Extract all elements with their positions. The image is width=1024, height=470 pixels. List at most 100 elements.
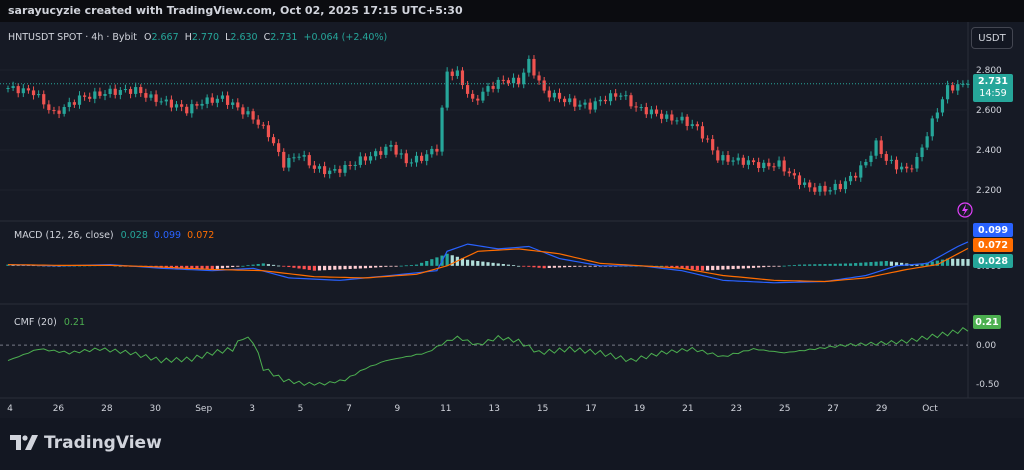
macd-histogram-bar <box>430 259 434 266</box>
candle-body <box>578 104 582 107</box>
change-value: +0.064 (+2.40%) <box>303 32 388 43</box>
candle-body <box>945 85 950 100</box>
candle-body <box>246 111 250 115</box>
macd-histogram-bar <box>471 260 475 266</box>
candle-body <box>792 173 796 176</box>
chart-area[interactable] <box>0 22 1024 418</box>
branding[interactable]: TradingView <box>10 433 162 453</box>
cmf-legend-value: 0.21 <box>63 317 86 328</box>
candle-body <box>159 101 163 103</box>
macd-histogram-bar <box>721 265 725 270</box>
macd-histogram-bar <box>312 265 316 271</box>
candle-body <box>358 156 362 165</box>
candle-body <box>26 88 31 91</box>
candle-body <box>37 94 41 96</box>
candle-body <box>685 116 689 126</box>
candle-body <box>506 80 511 84</box>
candle-body <box>297 156 301 158</box>
candle-body <box>77 95 82 105</box>
macd-histogram-bar <box>695 265 699 271</box>
macd-histogram-bar <box>593 265 597 267</box>
macd-histogram-bar <box>190 265 194 269</box>
candle-body <box>128 89 133 94</box>
time-tick-label: 23 <box>731 404 742 414</box>
cmf-label[interactable]: CMF (20) <box>14 317 57 328</box>
macd-histogram-bar <box>552 265 556 268</box>
candle-body <box>900 166 904 170</box>
close-value: 2.731 <box>270 32 298 43</box>
macd-histogram-bar <box>353 265 357 269</box>
price-tick-label: 2.600 <box>976 106 1002 116</box>
candle-body <box>57 110 61 114</box>
symbol-name[interactable]: HNTUSDT SPOT · 4h · Bybit <box>8 32 137 43</box>
candle-body <box>711 139 715 151</box>
candle-body <box>700 126 705 139</box>
candle-body <box>869 155 873 162</box>
candle-body <box>435 148 439 152</box>
macd-histogram-bar <box>266 264 271 266</box>
attribution-text: sarayucyzie created with TradingView.com… <box>8 4 463 17</box>
macd-histogram-bar <box>787 265 791 267</box>
candle-body <box>736 157 740 161</box>
time-tick-label: 25 <box>779 404 790 414</box>
macd-histogram-bar <box>777 265 781 267</box>
macd-histogram-bar <box>236 265 240 267</box>
candle-body <box>527 58 531 73</box>
currency-button[interactable]: USDT <box>971 27 1013 49</box>
candle-body <box>542 80 546 91</box>
macd-histogram-bar <box>506 264 511 266</box>
macd-histogram-bar <box>404 265 408 267</box>
close-label: C <box>263 32 271 43</box>
candle-body <box>848 175 853 182</box>
time-tick-label: 7 <box>346 404 352 414</box>
candle-body <box>726 155 730 162</box>
candle-body <box>818 185 822 192</box>
price-tick-label: 2.800 <box>976 66 1002 76</box>
macd-label[interactable]: MACD (12, 26, close) <box>14 230 114 241</box>
macd-histogram-bar <box>731 265 735 270</box>
candle-body <box>537 75 541 81</box>
candle-body <box>471 93 475 99</box>
time-tick-label: 30 <box>150 404 162 414</box>
candle-body <box>333 169 337 171</box>
macd-histogram-bar <box>818 264 822 266</box>
macd-histogram-bar <box>808 264 812 266</box>
candle-body <box>292 157 296 159</box>
macd-histogram-bar <box>685 265 689 269</box>
candle-body <box>772 166 776 168</box>
candle-body <box>190 104 194 114</box>
macd-histogram-bar <box>399 265 403 267</box>
high-value: 2.770 <box>191 32 220 43</box>
macd-histogram-bar <box>557 265 562 268</box>
macd-histogram-bar <box>328 265 332 270</box>
candle-body <box>905 166 909 169</box>
macd-histogram-bar <box>716 265 720 270</box>
candle-body <box>833 183 837 191</box>
macd-histogram-bar <box>261 263 265 266</box>
candle-body <box>62 107 66 114</box>
candle-body <box>593 101 597 110</box>
time-tick-label: 15 <box>537 404 548 414</box>
candle-body <box>450 71 454 76</box>
alert-lightning-icon[interactable] <box>957 202 973 218</box>
candle-body <box>930 118 934 137</box>
macd-histogram-bar <box>384 265 388 267</box>
time-tick-label: 19 <box>634 404 646 414</box>
macd-histogram-bar <box>547 265 551 269</box>
candle-body <box>966 83 970 85</box>
candle-body <box>614 93 618 97</box>
macd-histogram-bar <box>900 262 904 266</box>
candle-body <box>287 157 291 168</box>
candle-body <box>348 164 352 166</box>
macd-histogram-bar <box>578 265 582 267</box>
candle-body <box>782 160 786 172</box>
time-tick-label: 28 <box>101 404 113 414</box>
macd-histogram-bar <box>282 265 286 267</box>
candle-body <box>363 156 368 161</box>
macd-histogram-bar <box>690 265 694 270</box>
candle-body <box>338 169 342 173</box>
macd-histogram-bar <box>297 265 301 269</box>
macd-histogram-bar <box>537 265 541 268</box>
candle-body <box>813 187 817 192</box>
